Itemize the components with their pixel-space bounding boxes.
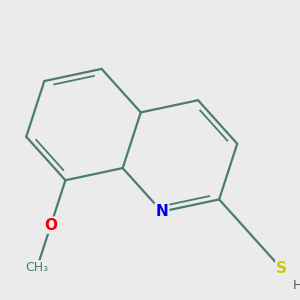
Text: N: N xyxy=(155,204,168,219)
Text: CH₃: CH₃ xyxy=(26,261,49,274)
Text: O: O xyxy=(44,218,57,232)
Text: S: S xyxy=(276,261,287,276)
Text: H: H xyxy=(292,279,300,292)
